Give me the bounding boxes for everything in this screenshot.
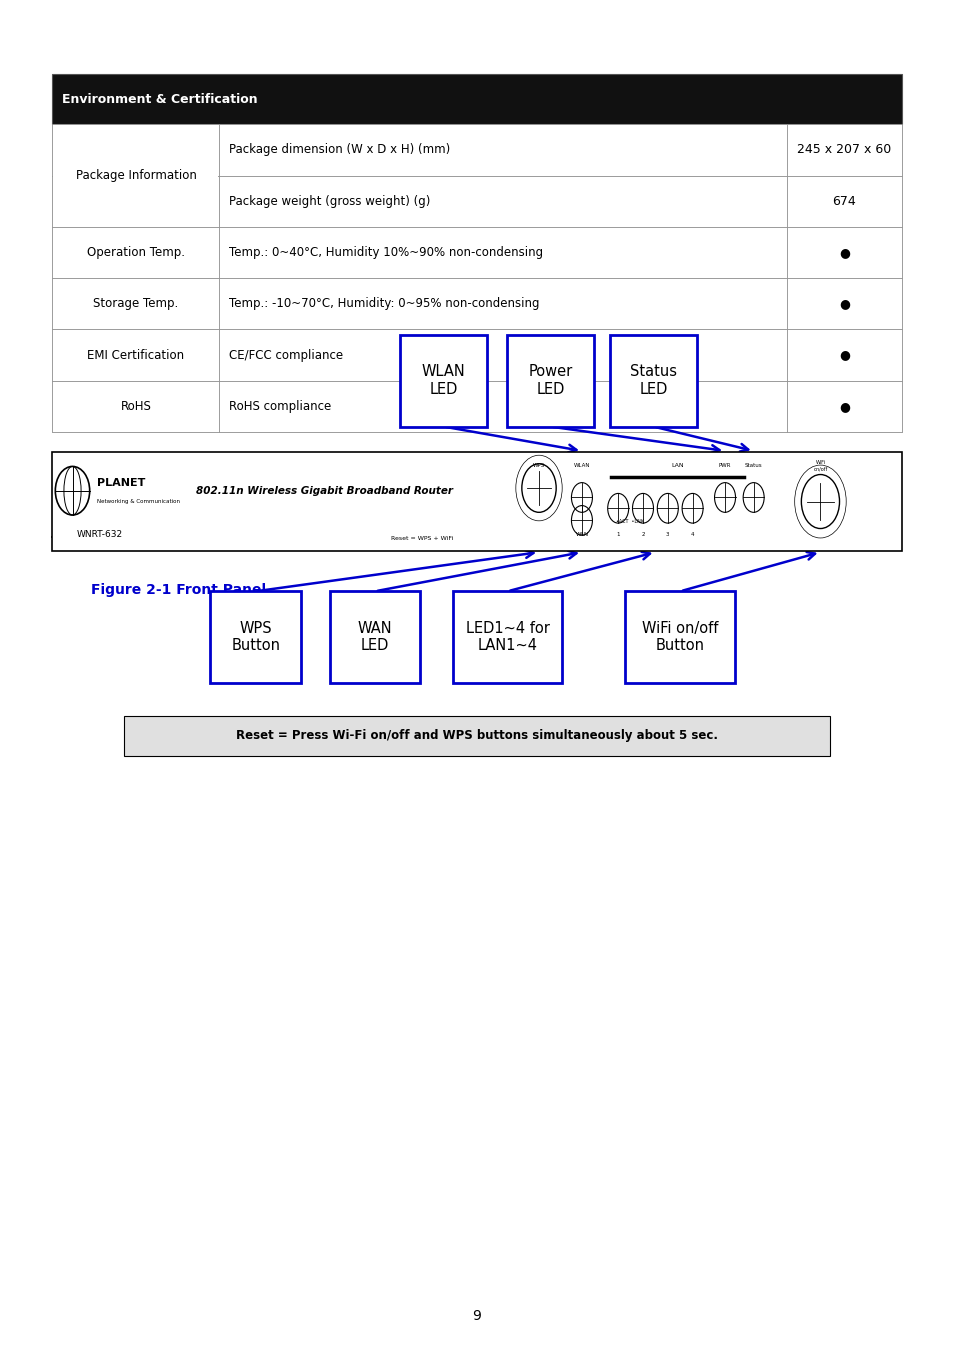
Text: WAN: WAN bbox=[575, 532, 588, 537]
Bar bbox=[52, 452, 901, 551]
Bar bbox=[330, 591, 419, 683]
Bar bbox=[52, 381, 219, 432]
Bar bbox=[52, 381, 901, 432]
Text: Package dimension (W x D x H) (mm): Package dimension (W x D x H) (mm) bbox=[229, 143, 450, 157]
Bar bbox=[52, 329, 901, 381]
Text: WiFi
on/off: WiFi on/off bbox=[813, 460, 826, 471]
Text: WPS: WPS bbox=[533, 463, 544, 468]
Bar bbox=[52, 124, 219, 176]
Bar bbox=[219, 278, 786, 329]
Bar bbox=[52, 227, 219, 278]
Bar bbox=[786, 227, 901, 278]
Text: PWR: PWR bbox=[718, 463, 731, 468]
Bar bbox=[453, 591, 562, 683]
Text: LAN: LAN bbox=[670, 463, 683, 468]
Text: Package weight (gross weight) (g): Package weight (gross weight) (g) bbox=[229, 194, 430, 208]
Bar bbox=[219, 329, 786, 381]
Bar bbox=[219, 124, 786, 176]
Text: CE/FCC compliance: CE/FCC compliance bbox=[229, 348, 343, 362]
Text: ●: ● bbox=[838, 297, 849, 310]
Text: Status
LED: Status LED bbox=[629, 364, 677, 397]
Bar bbox=[52, 227, 901, 278]
Text: Operation Temp.: Operation Temp. bbox=[87, 246, 185, 259]
Text: Power
LED: Power LED bbox=[528, 364, 572, 397]
Bar bbox=[399, 335, 487, 427]
Bar bbox=[52, 176, 219, 227]
Text: LED1~4 for
LAN1~4: LED1~4 for LAN1~4 bbox=[465, 621, 549, 653]
Text: WiFi on/off
Button: WiFi on/off Button bbox=[641, 621, 718, 653]
Text: PLANET: PLANET bbox=[97, 478, 146, 487]
Text: ●: ● bbox=[838, 348, 849, 362]
Bar bbox=[52, 176, 901, 227]
Text: 1: 1 bbox=[616, 532, 619, 537]
Bar bbox=[219, 381, 786, 432]
Text: WAN
LED: WAN LED bbox=[357, 621, 392, 653]
Text: RoHS: RoHS bbox=[120, 400, 152, 413]
Bar bbox=[210, 591, 301, 683]
Bar bbox=[124, 716, 829, 756]
Text: 674: 674 bbox=[832, 194, 855, 208]
Text: Temp.: 0~40°C, Humidity 10%~90% non-condensing: Temp.: 0~40°C, Humidity 10%~90% non-cond… bbox=[229, 246, 542, 259]
Text: WLAN: WLAN bbox=[573, 463, 590, 468]
Text: Reset = WPS + WiFi: Reset = WPS + WiFi bbox=[391, 536, 453, 541]
Bar bbox=[52, 278, 901, 329]
Text: Storage Temp.: Storage Temp. bbox=[93, 297, 178, 310]
Text: 802.11n Wireless Gigabit Broadband Router: 802.11n Wireless Gigabit Broadband Route… bbox=[195, 486, 452, 495]
Bar bbox=[624, 591, 734, 683]
Bar bbox=[506, 335, 594, 427]
Text: 3: 3 bbox=[665, 532, 669, 537]
Bar bbox=[786, 381, 901, 432]
Text: 245 x 207 x 60: 245 x 207 x 60 bbox=[797, 143, 890, 157]
Text: WLAN
LED: WLAN LED bbox=[421, 364, 465, 397]
Text: 2: 2 bbox=[640, 532, 644, 537]
Bar bbox=[53, 171, 218, 180]
Text: RoHS compliance: RoHS compliance bbox=[229, 400, 331, 413]
Bar bbox=[786, 124, 901, 176]
Bar bbox=[52, 329, 219, 381]
Bar bbox=[219, 176, 786, 227]
Bar bbox=[609, 335, 697, 427]
Text: Status: Status bbox=[744, 463, 761, 468]
Bar bbox=[52, 74, 901, 124]
Text: WPS
Button: WPS Button bbox=[231, 621, 280, 653]
Text: ●: ● bbox=[838, 246, 849, 259]
Bar bbox=[219, 227, 786, 278]
Bar bbox=[786, 278, 901, 329]
Text: Package Information: Package Information bbox=[75, 169, 196, 182]
Text: 4: 4 bbox=[690, 532, 694, 537]
Text: Reset = Press Wi-Fi on/off and WPS buttons simultaneously about 5 sec.: Reset = Press Wi-Fi on/off and WPS butto… bbox=[235, 729, 718, 742]
Text: WNRT-632: WNRT-632 bbox=[76, 531, 122, 539]
Bar bbox=[786, 176, 901, 227]
Bar bbox=[52, 124, 901, 176]
Text: Environment & Certification: Environment & Certification bbox=[62, 93, 257, 105]
Text: Figure 2-1 Front Panel: Figure 2-1 Front Panel bbox=[91, 583, 266, 597]
Text: ●: ● bbox=[838, 400, 849, 413]
Text: EMI Certification: EMI Certification bbox=[88, 348, 184, 362]
Text: Temp.: -10~70°C, Humidity: 0~95% non-condensing: Temp.: -10~70°C, Humidity: 0~95% non-con… bbox=[229, 297, 538, 310]
Text: Networking & Communication: Networking & Communication bbox=[97, 500, 180, 504]
Text: 9: 9 bbox=[472, 1310, 481, 1323]
Bar bbox=[52, 278, 219, 329]
Text: •ACT  •LNK: •ACT •LNK bbox=[616, 518, 643, 524]
Bar bbox=[786, 329, 901, 381]
Text: 1.3 Hardware Configuration: 1.3 Hardware Configuration bbox=[52, 506, 379, 525]
